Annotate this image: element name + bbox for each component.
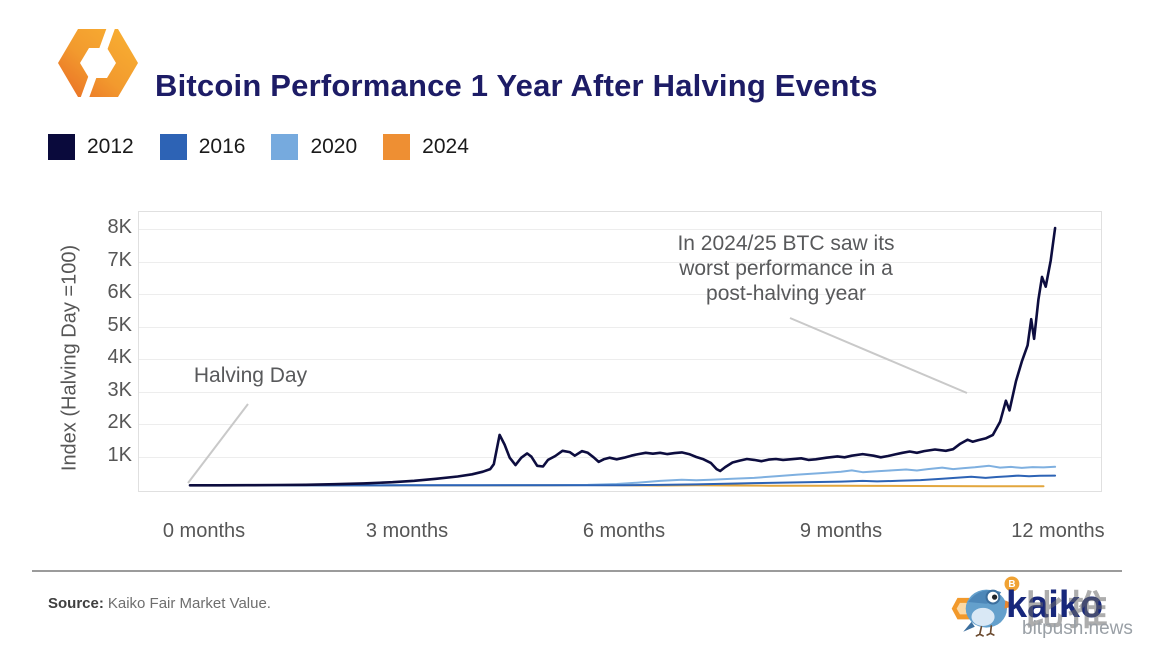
x-tick-6-months: 6 months [582, 520, 666, 542]
x-tick-12-months: 12 months [1011, 520, 1105, 542]
legend-item-2024: 2024 [383, 134, 469, 160]
legend-item-2020: 2020 [271, 134, 357, 160]
legend-swatch-2016 [159, 134, 187, 160]
legend-label: 2012 [87, 135, 134, 158]
page-title: Bitcoin Performance 1 Year After Halving… [155, 67, 878, 103]
source-label: Source: [48, 595, 104, 612]
annotation-worst-performance: In 2024/25 BTC saw its worst performance… [677, 232, 895, 305]
legend-item-2012: 2012 [48, 134, 134, 160]
annotation-halving-day: Halving Day [193, 364, 308, 387]
footer-divider [32, 570, 1122, 572]
gridline-6K [139, 294, 1101, 296]
gridline-1K [139, 457, 1101, 459]
gridline-8K [139, 229, 1101, 231]
y-tick-6K: 6K [107, 281, 132, 304]
y-tick-7K: 7K [107, 248, 132, 271]
legend-label: 2024 [422, 135, 469, 158]
x-tick-3-months: 3 months [365, 520, 449, 542]
y-tick-5K: 5K [107, 313, 132, 336]
gridline-7K [139, 261, 1101, 263]
svg-text:B: B [1008, 579, 1015, 590]
y-tick-1K: 1K [107, 444, 132, 467]
legend-item-2016: 2016 [159, 134, 246, 160]
legend-swatch-2024 [383, 134, 411, 160]
gridline-2K [139, 424, 1101, 426]
legend-label: 2016 [198, 135, 246, 158]
y-axis-ticks: 1K 2K 3K 4K 5K 6K 7K 8K [72, 0, 132, 650]
source-text: Kaiko Fair Market Value. [107, 595, 271, 612]
y-tick-4K: 4K [107, 346, 132, 369]
legend-swatch-2020 [271, 134, 299, 160]
bitpush-cn-watermark: 比推 [1024, 588, 1112, 634]
gridline-5K [139, 326, 1101, 328]
legend-label: 2020 [310, 135, 358, 158]
brand-cluster: B kaiko 比推 bitpush.news [940, 572, 1140, 642]
x-tick-0-months: 0 months [162, 520, 246, 542]
gridline-4K [139, 359, 1101, 361]
y-tick-2K: 2K [107, 411, 132, 434]
source-note: Source: Kaiko Fair Market Value. [48, 595, 271, 612]
plot-area [138, 211, 1102, 492]
x-axis-ticks: 0 months 3 months 6 months 9 months 12 month… [0, 520, 1154, 550]
x-tick-9-months: 9 months [799, 520, 883, 542]
bitpush-bird-icon: B [951, 576, 1020, 637]
bitpush-news-watermark: bitpush.news [1022, 618, 1133, 639]
legend-swatch-2012 [48, 134, 75, 160]
kaiko-logo-icon [58, 22, 138, 104]
kaiko-wordmark: kaiko [1006, 584, 1104, 626]
chart-legend: 2012 2016 2020 2024 [48, 134, 495, 160]
y-tick-3K: 3K [107, 378, 132, 401]
gridline-3K [139, 391, 1101, 393]
y-tick-8K: 8K [107, 216, 132, 239]
